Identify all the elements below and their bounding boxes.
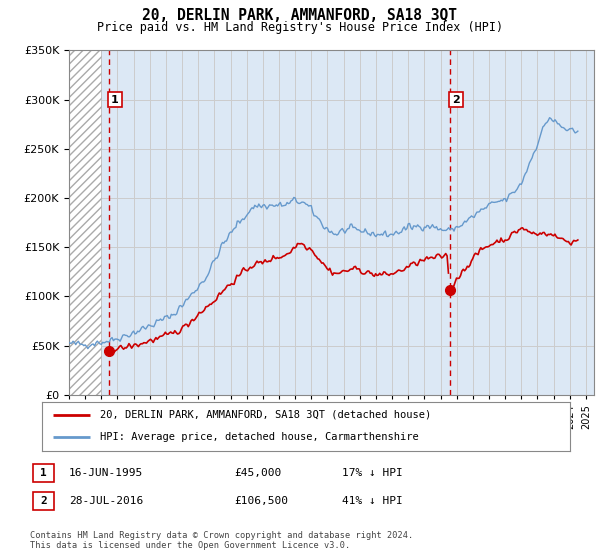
Text: 28-JUL-2016: 28-JUL-2016 [69, 496, 143, 506]
Text: £106,500: £106,500 [234, 496, 288, 506]
Text: 20, DERLIN PARK, AMMANFORD, SA18 3QT (detached house): 20, DERLIN PARK, AMMANFORD, SA18 3QT (de… [100, 410, 431, 420]
Text: 20, DERLIN PARK, AMMANFORD, SA18 3QT: 20, DERLIN PARK, AMMANFORD, SA18 3QT [143, 8, 458, 24]
Text: £45,000: £45,000 [234, 468, 281, 478]
Text: 2: 2 [40, 496, 47, 506]
Text: Contains HM Land Registry data © Crown copyright and database right 2024.
This d: Contains HM Land Registry data © Crown c… [30, 531, 413, 550]
Text: 2: 2 [452, 95, 460, 105]
Text: 1: 1 [40, 468, 47, 478]
Text: HPI: Average price, detached house, Carmarthenshire: HPI: Average price, detached house, Carm… [100, 432, 419, 442]
Text: Price paid vs. HM Land Registry's House Price Index (HPI): Price paid vs. HM Land Registry's House … [97, 21, 503, 34]
Text: 17% ↓ HPI: 17% ↓ HPI [342, 468, 403, 478]
Text: 1: 1 [111, 95, 119, 105]
Text: 16-JUN-1995: 16-JUN-1995 [69, 468, 143, 478]
Bar [69, 50, 101, 395]
Text: 41% ↓ HPI: 41% ↓ HPI [342, 496, 403, 506]
